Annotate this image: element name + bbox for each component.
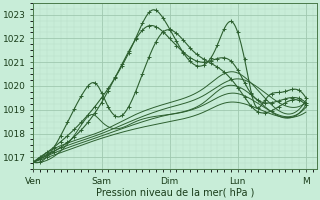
X-axis label: Pression niveau de la mer( hPa ): Pression niveau de la mer( hPa ): [96, 187, 254, 197]
